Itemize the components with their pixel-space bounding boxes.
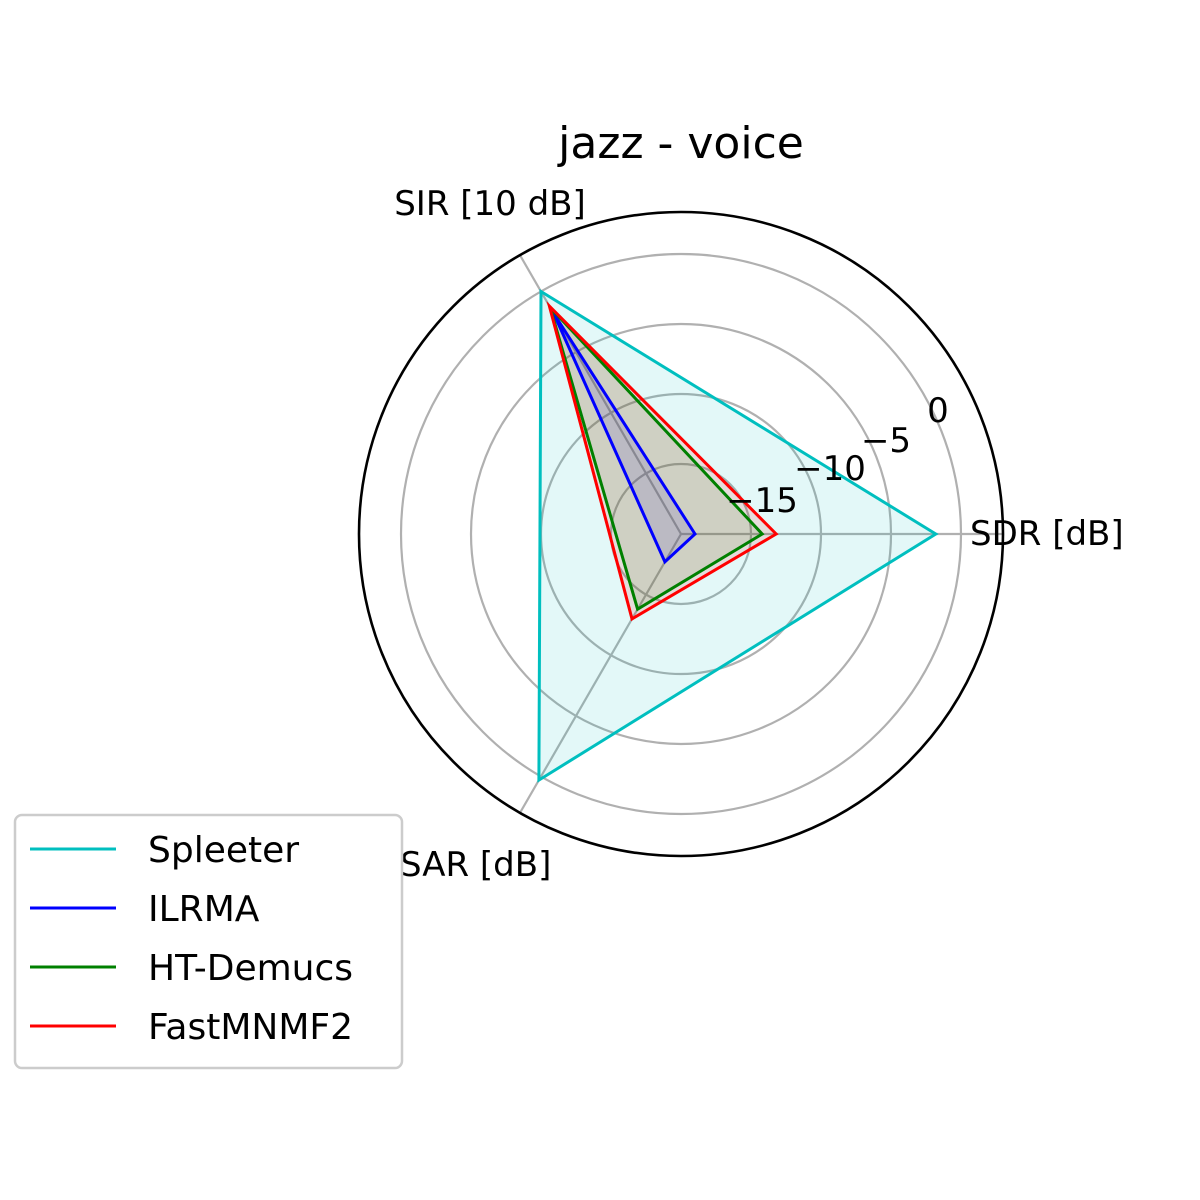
legend-label-ilrma: ILRMA [148,889,260,930]
series-line-ht-demucs [548,306,765,612]
radial-tick-label: −15 [726,481,798,521]
series-layer [537,288,939,783]
series-line-spleeter [537,288,939,783]
series-line-fastmnmf2 [546,301,779,622]
series-fill-ilrma [553,313,695,562]
radial-tick-label: −5 [861,421,911,461]
label-layer: SDR [dB] SIR [10 dB] SAR [dB] −15−10−5 0 [394,184,1123,885]
legend-label-spleeter: Spleeter [148,830,299,871]
series-line-ilrma [552,312,697,565]
legend: Spleeter ILRMA HT-Demucs FastMNMF2 [13,813,404,1070]
radial-tick-label: −10 [794,449,866,489]
grid-layer [357,210,1005,858]
series-fill-ht-demucs [550,307,763,610]
series-fill-fastmnmf2 [549,306,777,619]
legend-label-ht-demucs: HT-Demucs [148,948,353,989]
outer-frame [357,210,1005,858]
axis-label-sir: SIR [10 dB] [394,184,586,224]
legend-label-fastmnmf2: FastMNMF2 [148,1007,353,1048]
axis-label-sdr: SDR [dB] [970,514,1124,554]
grid-spoke [519,533,682,814]
axis-label-sar: SAR [dB] [400,845,551,885]
legend-box [13,813,404,1070]
series-fill-spleeter [538,291,936,781]
chart-title: jazz - voice [557,118,804,169]
radial-tick-label: 0 [927,391,949,431]
